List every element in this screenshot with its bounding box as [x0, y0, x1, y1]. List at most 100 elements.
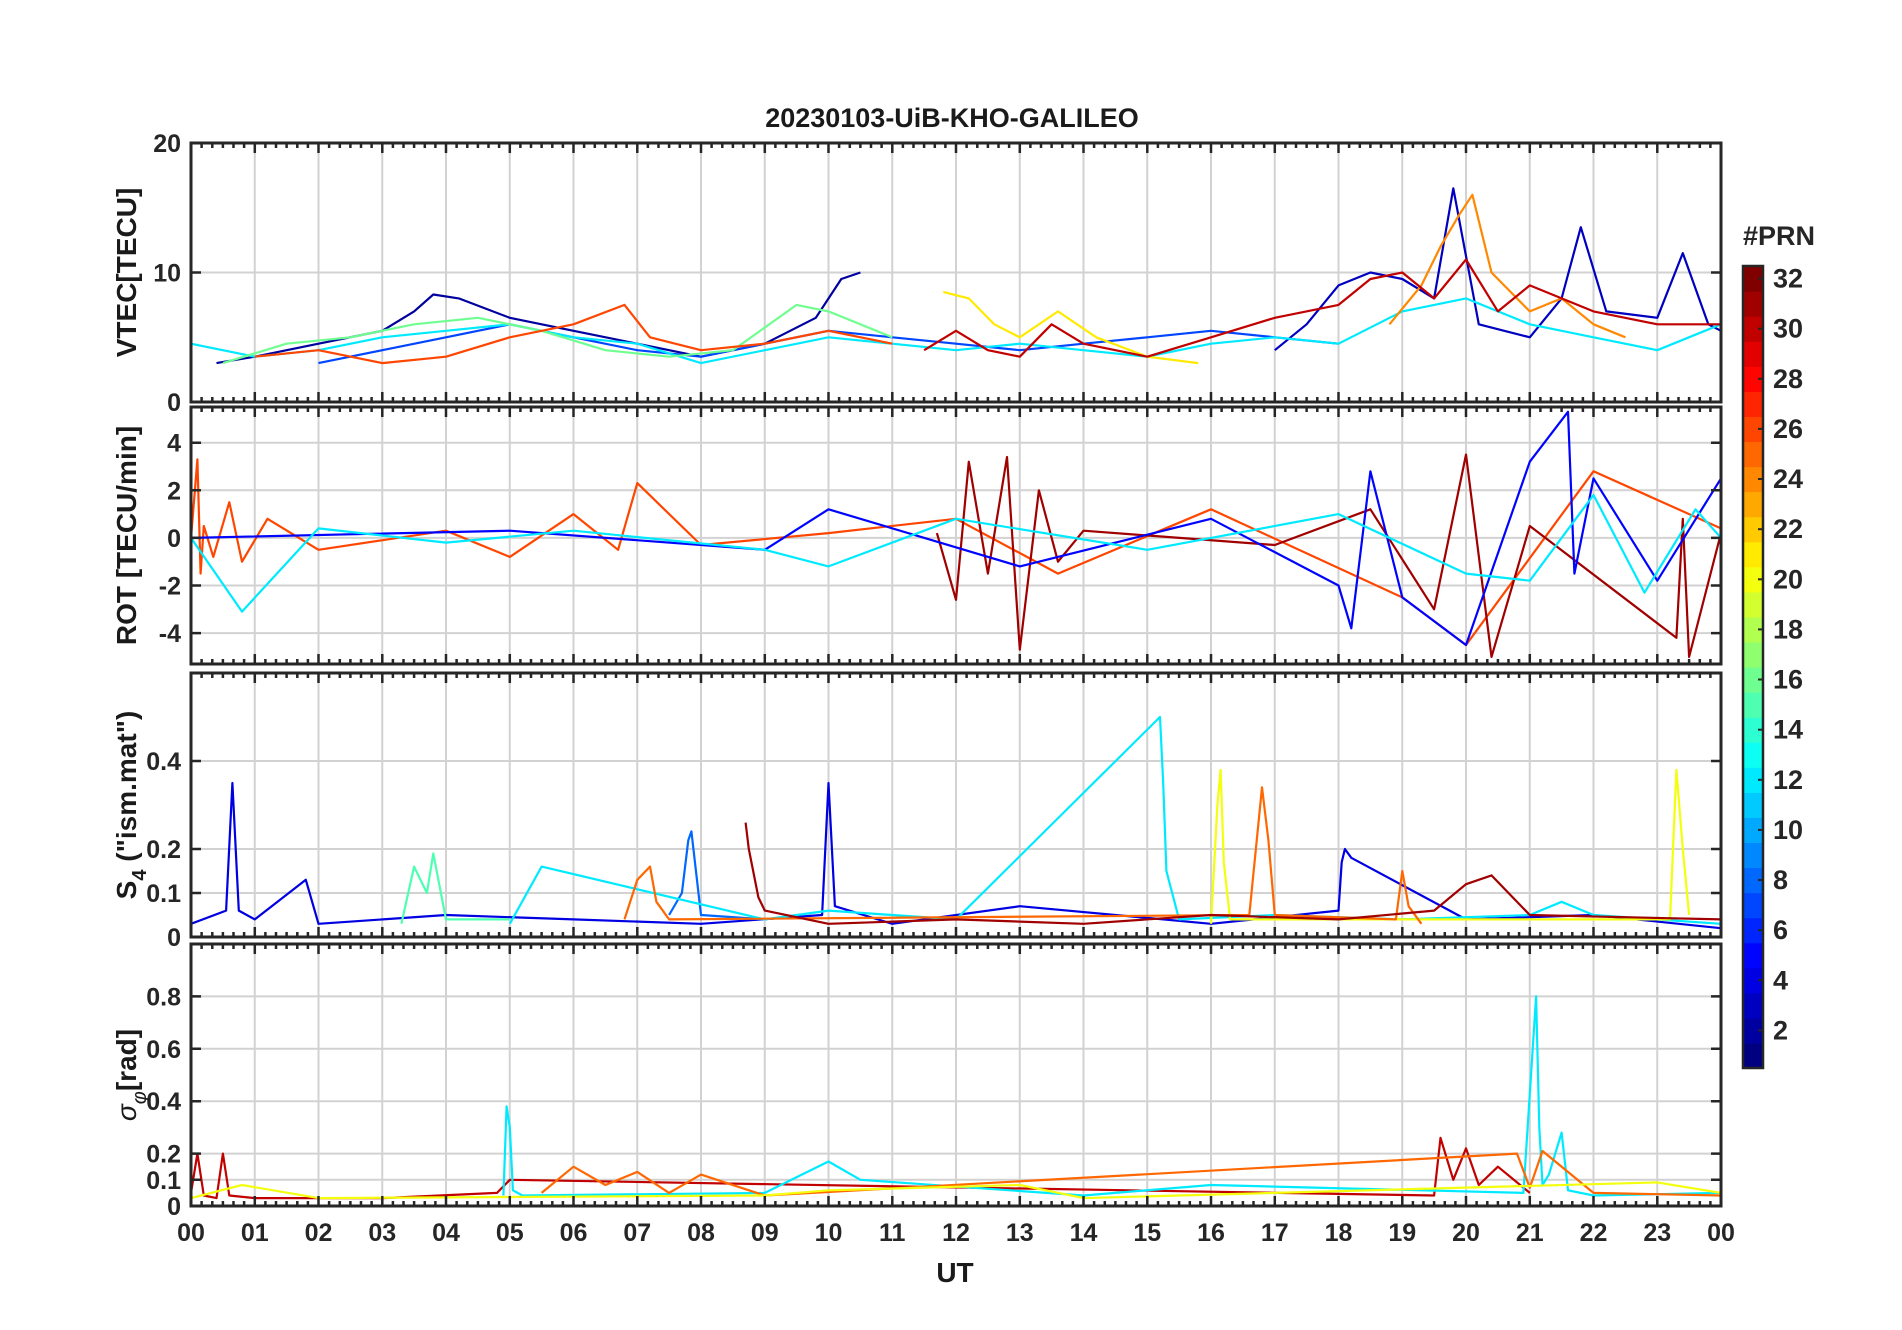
- series-line-prn-15: [400, 852, 510, 925]
- x-tick-labels: 00 01 02 03 04 05 06 07 08 09 10 11 12 13 14 15 16 17 18 19…: [177, 1219, 1735, 1247]
- y-tick-label: -2: [159, 572, 181, 600]
- x-tick-label: 00: [1707, 1219, 1735, 1247]
- series-group: [191, 715, 1721, 930]
- x-tick-label: 20: [1452, 1219, 1480, 1247]
- series-line-prn-8: [668, 830, 765, 921]
- y-tick-label: 4: [167, 430, 181, 458]
- x-tick-label: 07: [623, 1219, 651, 1247]
- x-tick-label: 14: [1070, 1219, 1098, 1247]
- series-line-prn-25: [540, 1149, 1721, 1197]
- colorbar-swatch: [1743, 416, 1763, 443]
- colorbar-tick-label: 32: [1773, 264, 1803, 294]
- colorbar-tick-label: 4: [1773, 965, 1788, 995]
- series-line-prn-25: [623, 786, 1423, 925]
- colorbar-swatch: [1743, 541, 1763, 568]
- colorbar-tick-label: 6: [1773, 915, 1788, 945]
- colorbar-swatch: [1743, 1017, 1763, 1044]
- x-tick-label: 22: [1580, 1219, 1608, 1247]
- x-tick-marks: [189, 407, 1723, 664]
- series-line-prn-4: [191, 781, 1721, 930]
- x-tick-label: 02: [305, 1219, 333, 1247]
- colorbar-swatch: [1743, 266, 1763, 292]
- y-tick-label: -4: [159, 620, 181, 648]
- y-tick-label: 0.6: [146, 1036, 181, 1064]
- colorbar-swatch: [1743, 792, 1763, 818]
- x-tick-label: 12: [942, 1219, 970, 1247]
- colorbar-swatch: [1743, 767, 1763, 793]
- colorbar-swatch: [1743, 616, 1763, 643]
- colorbar-swatch: [1743, 742, 1763, 768]
- colorbar-swatch: [1743, 291, 1763, 317]
- x-tick-marks: [189, 673, 1723, 937]
- colorbar-swatch: [1743, 692, 1763, 718]
- colorbar-swatch: [1743, 566, 1763, 593]
- colorbar-tick-label: 8: [1773, 865, 1788, 895]
- colorbar-swatch: [1743, 667, 1763, 693]
- x-tick-label: 17: [1261, 1219, 1289, 1247]
- x-tick-label: 10: [815, 1219, 843, 1247]
- colorbar-tick-label: 2: [1773, 1015, 1788, 1045]
- x-tick-marks: [189, 944, 1723, 1206]
- y-tick-label: 10: [153, 260, 181, 288]
- y-tick-label: 20: [153, 130, 181, 158]
- x-tick-label: 15: [1133, 1219, 1161, 1247]
- panel-4: 00.10.2 0.4 0.6 0.8 σφ[rad]: [111, 942, 1723, 1221]
- y-tick-label: 2: [167, 477, 181, 505]
- panel-3: 0 0.1 0.2 0.4S4 ("ism.mat"): [111, 671, 1723, 952]
- y-tick-label: 0.4: [146, 748, 181, 776]
- colorbar-swatch: [1743, 817, 1763, 844]
- x-tick-label: 05: [496, 1219, 524, 1247]
- x-tick-label: 19: [1388, 1219, 1416, 1247]
- colorbar-swatch: [1743, 867, 1763, 894]
- y-tick-label: 0: [167, 389, 181, 417]
- colorbar-swatch: [1743, 892, 1763, 919]
- colorbar-swatch: [1743, 316, 1763, 342]
- x-tick-label: 13: [1006, 1219, 1034, 1247]
- colorbar-frame: [1741, 264, 1765, 1070]
- colorbar-swatch: [1743, 491, 1763, 518]
- series-line-prn-16: [222, 303, 893, 365]
- colorbar-swatch: [1743, 466, 1763, 493]
- x-tick-label: 04: [432, 1219, 460, 1247]
- y-axis-label: ROT [TECU/min]: [111, 426, 142, 645]
- y-axis-label: σφ[rad]: [111, 1029, 151, 1121]
- colorbar-swatch: [1743, 917, 1763, 944]
- y-tick-label: 0.1: [146, 880, 181, 908]
- x-tick-label: 21: [1516, 1219, 1544, 1247]
- series-line-prn-31: [744, 822, 1721, 925]
- colorbar-tick-label: 14: [1773, 715, 1803, 745]
- colorbar-swatch: [1743, 341, 1763, 367]
- y-tick-label: 0.2: [146, 1141, 181, 1169]
- colorbar-tick-label: 30: [1773, 314, 1803, 344]
- series-line-prn-12: [191, 297, 1721, 365]
- y-tick-label: 0: [167, 1193, 181, 1221]
- colorbar-swatch: [1743, 641, 1763, 668]
- series-line-prn-20: [191, 1181, 1721, 1200]
- series-line-prn-20: [1209, 768, 1691, 924]
- x-tick-label: 11: [879, 1219, 906, 1247]
- x-tick-label: 03: [368, 1219, 396, 1247]
- colorbar-tick-label: 10: [1773, 815, 1803, 845]
- colorbar-swatch: [1743, 842, 1763, 869]
- colorbar-swatch: [1743, 516, 1763, 543]
- colorbar-swatch: [1743, 967, 1763, 994]
- colorbar-swatch: [1743, 441, 1763, 468]
- series-line-prn-12: [191, 493, 1721, 613]
- colorbar-swatch: [1743, 942, 1763, 969]
- series-line-prn-30: [923, 258, 1721, 358]
- y-tick-label: 0.8: [146, 983, 181, 1011]
- colorbar-swatch: [1743, 366, 1763, 392]
- colorbar-tick-label: 18: [1773, 614, 1803, 644]
- series-line-prn-26: [254, 303, 893, 365]
- x-tick-label: 08: [687, 1219, 715, 1247]
- y-tick-label: 0: [167, 525, 181, 553]
- colorbar-swatch: [1743, 992, 1763, 1019]
- x-tick-label: 18: [1325, 1219, 1353, 1247]
- series-group: [191, 187, 1721, 365]
- colorbar-tick-label: 26: [1773, 414, 1803, 444]
- series-line-prn-30: [191, 1136, 1531, 1200]
- series-line-prn-3: [1274, 187, 1721, 352]
- y-tick-label: 0.4: [146, 1088, 181, 1116]
